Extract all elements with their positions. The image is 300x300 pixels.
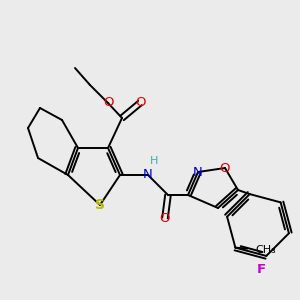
Text: S: S	[95, 198, 105, 212]
Text: O: O	[135, 97, 145, 110]
Text: F: F	[257, 263, 266, 276]
Text: H: H	[150, 156, 158, 166]
Text: O: O	[160, 212, 170, 224]
Text: O: O	[103, 97, 113, 110]
Text: CH₃: CH₃	[255, 244, 276, 255]
Text: N: N	[143, 169, 153, 182]
Text: O: O	[220, 161, 230, 175]
Text: N: N	[193, 166, 203, 178]
